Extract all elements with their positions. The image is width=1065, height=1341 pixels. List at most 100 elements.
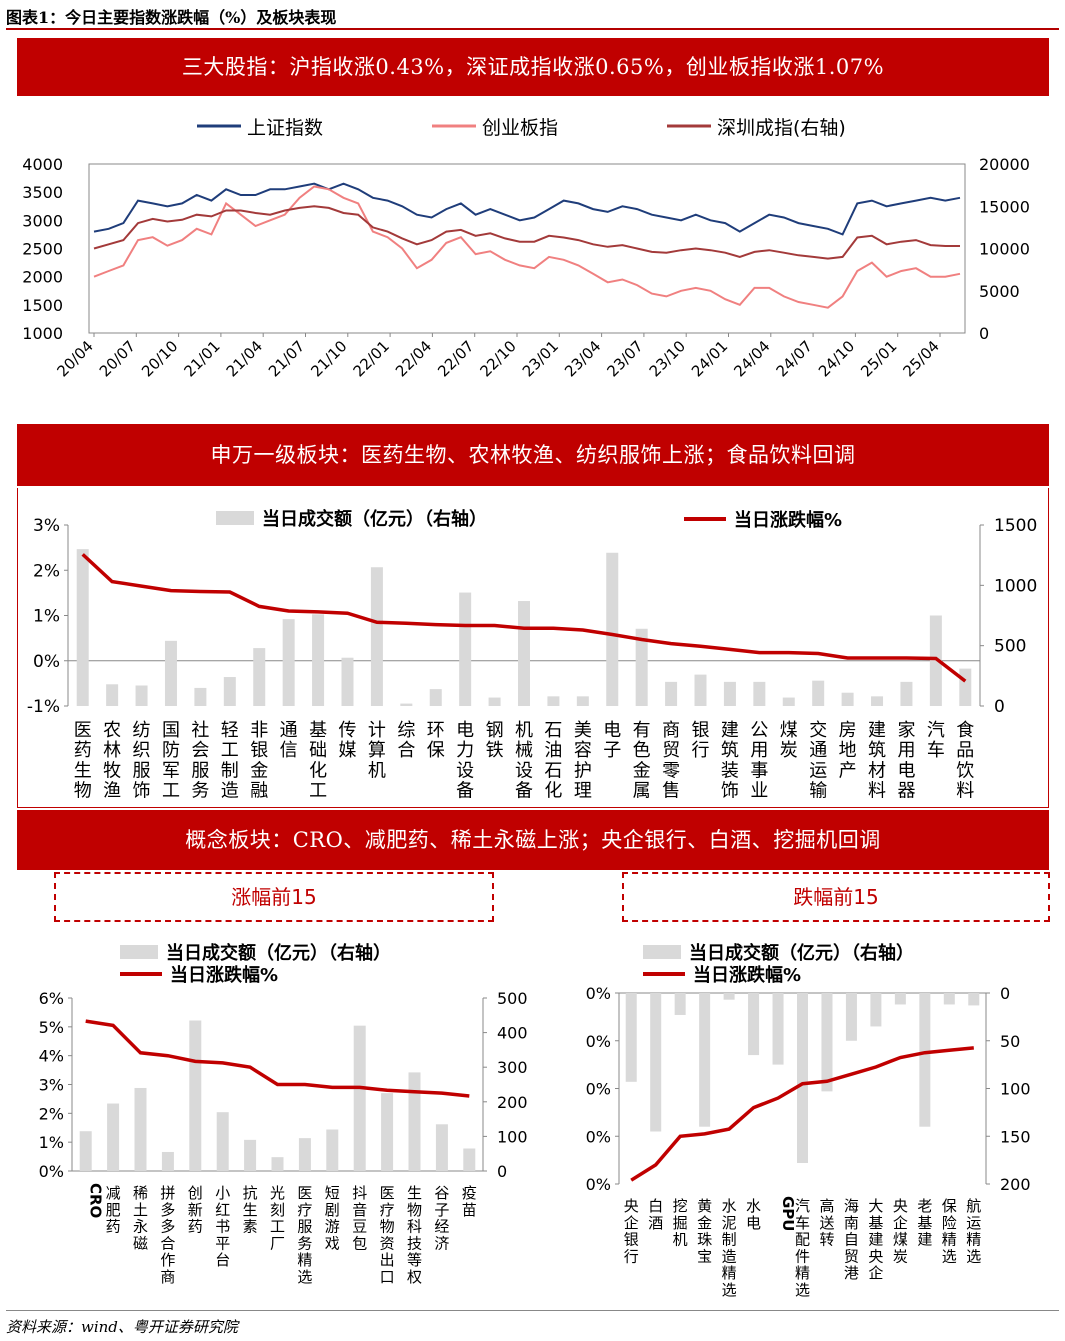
turnover-bar [189,1020,202,1171]
turnover-bar [870,993,882,1027]
turnover-bar [576,696,589,706]
turnover-bar [723,681,736,706]
y-tick-left: 1% [33,607,60,627]
category-label: 纺织服饰 [133,720,151,801]
category-label: 农林牧渔 [103,720,121,801]
legend-label: 上证指数 [247,117,323,139]
legend-line-label: 当日涨跌幅% [170,964,278,986]
y-tick-right: 15000 [979,197,1030,216]
category-label: 汽车配件精选 [795,1197,810,1299]
y-tick-left: 1500 [22,296,63,315]
series-line-0 [93,182,961,236]
legend-bar-swatch [120,945,158,959]
category-label: 商贸零售 [662,720,680,801]
category-label: 建筑材料 [868,720,886,801]
category-label: 交通运输 [809,720,827,801]
x-tick-label: 24/04 [730,337,773,380]
category-label: 基础化工 [309,720,327,801]
turnover-bar [79,1131,92,1171]
category-label: 公用事业 [750,720,768,801]
turnover-bar [107,1103,120,1171]
y-tick-left: 4% [39,1047,64,1066]
down15-chart: 当日成交额（亿元）（右轴）当日涨跌幅% 0% 0% 0% 0% 0% 0 50 100 150 20… [586,942,1031,1299]
category-label: 老基建 [917,1197,932,1249]
category-label: 轻工制造 [221,720,239,801]
category-label: 减肥药 [106,1184,121,1236]
legend-label: 深圳成指(右轴) [717,117,846,139]
sw-chart-panel: 当日成交额（亿元）（右轴） 当日涨跌幅% 3% 2% 1% 0% -1% 1500 1000 50… [17,488,1049,808]
y-tick-left: 1% [39,1133,64,1152]
x-tick-label: 21/01 [180,337,223,380]
category-label: 电子 [603,720,621,761]
source-note: 资料来源：wind、粤开证券研究院 [6,1318,238,1336]
change-line [81,553,967,683]
x-tick-label: 21/10 [307,337,350,380]
bottom-divider [6,1310,1059,1311]
turnover-bar [312,614,325,706]
y-tick-left: 0% [586,984,611,1003]
category-label: 计算机 [368,720,386,781]
y-tick-left: 3% [33,516,60,536]
turnover-bar [194,687,207,706]
y-tick-left: 0% [586,1127,611,1146]
y-tick-right: 200 [497,1093,528,1112]
up15-chart: 当日成交额（亿元）（右轴）当日涨跌幅% 6% 5% 4% 3% 2% 1% 0% 500 400 3… [39,942,528,1286]
banner-indices: 三大股指：沪指收涨0.43%，深证成指收涨0.65%，创业板指收涨1.07% [17,38,1049,96]
turnover-bar [353,1025,366,1171]
turnover-bar [748,993,760,1056]
turnover-bar [134,1087,147,1171]
x-tick-label: 22/04 [392,337,435,380]
turnover-bar [943,993,955,1005]
category-label: 国防军工 [162,720,180,801]
turnover-bar [244,1139,257,1171]
turnover-bar [370,567,383,706]
category-label: 环保 [427,720,445,761]
category-label: 短剧游戏 [325,1184,340,1252]
turnover-bar [841,692,854,706]
y-tick-left: 2000 [22,268,63,287]
turnover-bar [459,592,472,706]
turnover-bar [326,1129,339,1171]
category-label: 医疗物资出口 [380,1184,395,1286]
turnover-bar [845,993,857,1041]
turnover-bar [164,640,177,706]
y-tick-left: 3000 [22,211,63,230]
category-label: 大基建央企 [868,1197,883,1282]
x-tick-label: 23/07 [603,337,646,380]
y-tick-right: 10000 [979,240,1030,259]
y-tick-right: 0 [497,1162,507,1181]
series-line-1 [93,185,961,309]
y-tick-right: 100 [497,1127,528,1146]
banner-sw: 申万一级板块：医药生物、农林牧渔、纺织服饰上涨；食品饮料回调 [17,424,1049,486]
y-tick-left: 1000 [22,324,63,343]
turnover-bar [694,674,707,706]
turnover-bar [968,993,980,1006]
y-tick-right: 50 [1000,1032,1020,1051]
y-tick-right: 150 [1000,1127,1031,1146]
legend-bar-swatch [643,945,681,959]
x-tick-label: 22/10 [477,337,520,380]
y-tick-right: 1000 [994,576,1037,596]
turnover-bar [271,1157,284,1171]
category-label: 小红书平台 [215,1184,230,1269]
top-divider [6,28,1059,30]
x-tick-label: 23/01 [519,337,562,380]
y-tick-right: 500 [994,637,1026,657]
turnover-bar [900,681,913,706]
turnover-bar [782,697,795,706]
turnover-bar [253,648,266,706]
legend-line-label: 当日涨跌幅% [693,964,801,986]
turnover-bar [463,1148,476,1171]
top15-losers-box: 跌幅前15 [622,872,1050,922]
y-tick-left: 0% [39,1162,64,1181]
category-label: 社会服务 [191,720,209,801]
category-label: 黄金珠宝 [697,1197,712,1265]
series-line-2 [93,205,960,260]
category-label: 抖音豆包 [352,1184,367,1252]
category-label: 高送转 [819,1197,834,1249]
y-tick-right: 400 [497,1024,528,1043]
down15-chart-panel: 当日成交额（亿元）（右轴） 当日涨跌幅% 0% 0% 0% 0% 0% 0 50 100 150 20… [540,928,1058,1308]
turnover-bar [435,1124,448,1171]
category-label: 汽车 [927,720,945,761]
y-tick-left: -1% [27,697,60,717]
